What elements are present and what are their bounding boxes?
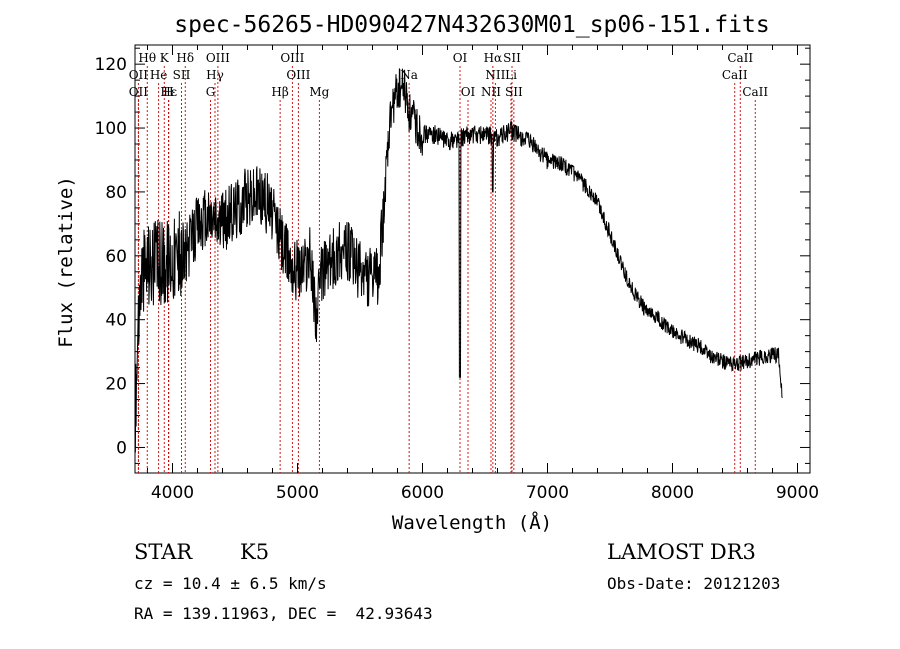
line-label: G — [206, 85, 216, 99]
line-label: CaII — [722, 68, 748, 82]
line-label: SII — [173, 68, 191, 82]
spectrum — [134, 67, 783, 453]
x-tick-label: 8000 — [651, 483, 694, 503]
y-tick-label: 80 — [105, 183, 127, 203]
spectrum-line — [134, 67, 783, 453]
line-label: OII — [129, 68, 149, 82]
y-tick-label: 20 — [105, 375, 127, 395]
chart-title: spec-56265-HD090427N432630M01_sp06-151.f… — [174, 12, 769, 38]
line-label: Hδ — [176, 51, 194, 65]
line-label: OI — [453, 51, 468, 65]
line-label: OIII — [206, 51, 230, 65]
line-label: Hα — [484, 51, 503, 65]
object-class: STAR — [134, 540, 193, 564]
object-subclass: K5 — [240, 540, 270, 564]
y-tick-label: 100 — [95, 119, 127, 139]
line-label: Mg — [309, 85, 329, 99]
y-tick-label: 120 — [95, 55, 127, 75]
obs-date: Obs-Date: 20121203 — [607, 574, 781, 593]
redshift-readout: cz = 10.4 ± 6.5 km/s — [134, 574, 327, 593]
line-label: CaII — [727, 51, 753, 65]
y-tick-label: 0 — [116, 438, 127, 458]
x-axis-label: Wavelength (Å) — [392, 511, 552, 534]
line-label: OIII — [286, 68, 310, 82]
survey-label: LAMOST DR3 — [607, 540, 756, 564]
line-label: OIII — [280, 51, 304, 65]
line-label: Hθ — [138, 51, 156, 65]
x-tick-label: 5000 — [276, 483, 319, 503]
axes: 4000 5000 6000 7000 8000 9000 0 20 40 60 80 100 120 — [95, 44, 819, 503]
line-label: Hγ — [206, 68, 224, 82]
x-tick-label: 7000 — [526, 483, 569, 503]
line-label: CaII — [742, 85, 768, 99]
coordinates: RA = 139.11963, DEC = 42.93643 — [134, 604, 433, 623]
plot-frame — [134, 44, 811, 474]
x-tick-label: 4000 — [151, 483, 194, 503]
line-label: K — [160, 51, 170, 65]
y-tick-label: 40 — [105, 311, 127, 331]
line-label: Hβ — [271, 85, 288, 99]
line-label: H — [163, 85, 173, 99]
line-label: NII — [485, 68, 505, 82]
line-label: Li — [505, 68, 517, 82]
line-label: SII — [505, 85, 523, 99]
x-tick-label: 6000 — [401, 483, 444, 503]
x-tick-label: 9000 — [776, 483, 819, 503]
line-label: NII — [481, 85, 501, 99]
y-tick-label: 60 — [105, 247, 127, 267]
line-label: OII — [129, 85, 149, 99]
y-axis-label: Flux (relative) — [55, 176, 77, 348]
line-label: SII — [503, 51, 521, 65]
line-label: Hε — [160, 85, 177, 99]
line-label: OI — [461, 85, 476, 99]
line-label: He — [150, 68, 168, 82]
